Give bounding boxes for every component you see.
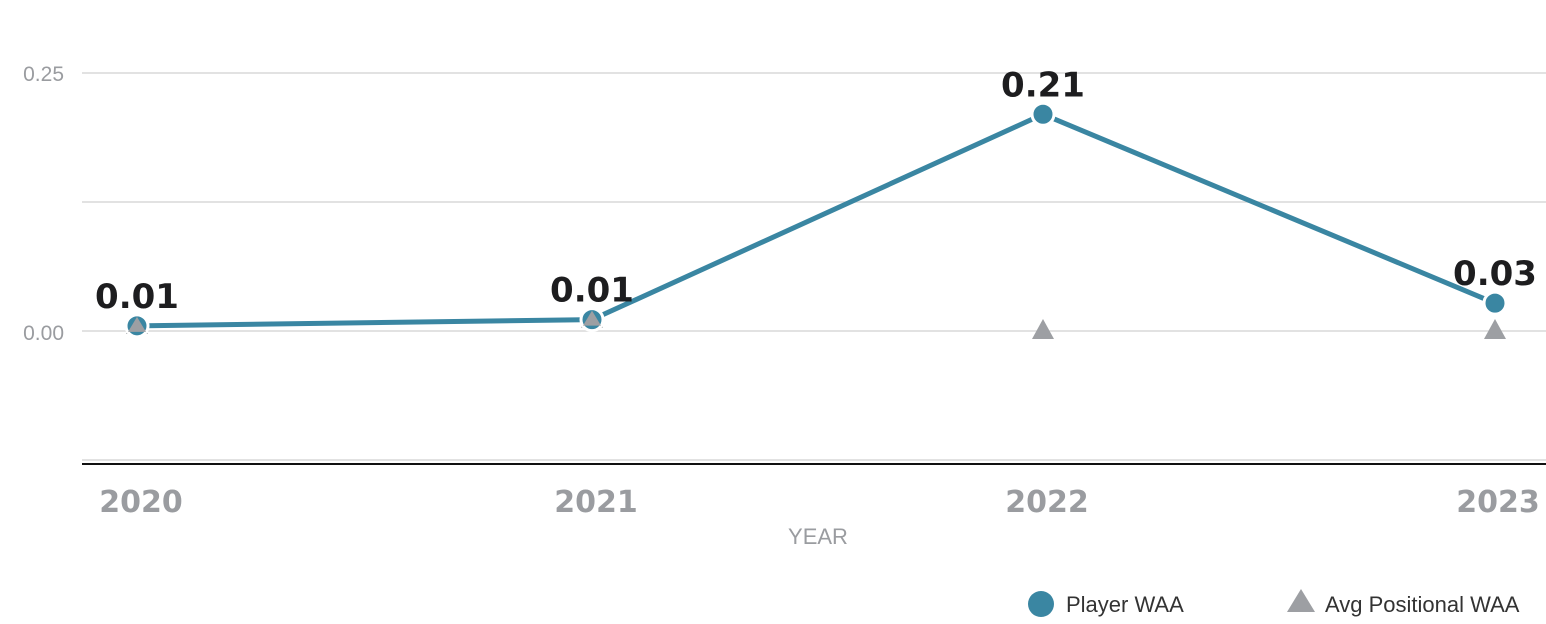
avg-positional-waa-marker [1484,319,1506,339]
x-tick-label: 2021 [554,485,638,520]
legend-item-avg-positional-waa[interactable]: Avg Positional WAA [1287,589,1520,617]
legend-circle-marker [1028,591,1054,617]
x-axis-title: YEAR [788,524,848,549]
avg-positional-waa-marker [583,310,601,326]
y-axis: 0.25 0.00 [23,63,64,345]
series-layer: 0.01 0.01 0.21 0.03 [95,65,1537,339]
legend: Player WAA Avg Positional WAA [1028,589,1520,617]
data-label: 0.01 [550,271,634,311]
y-tick-label: 0.00 [23,322,64,345]
avg-positional-waa-marker [1032,319,1054,339]
x-axis: 2020 2021 2022 2023 YEAR [99,485,1540,549]
data-label: 0.21 [1001,65,1085,105]
x-tick-label: 2022 [1005,485,1089,520]
data-label: 0.01 [95,277,179,317]
legend-label: Player WAA [1066,592,1184,617]
legend-label: Avg Positional WAA [1325,592,1520,617]
player-waa-marker [1030,101,1056,127]
y-tick-label: 0.25 [23,63,64,86]
data-label: 0.03 [1453,254,1537,294]
x-tick-label: 2020 [99,485,183,520]
grid-lines [82,72,1546,332]
legend-triangle-marker [1287,589,1315,612]
avg-positional-waa-marker [128,316,146,332]
player-waa-marker [1482,290,1508,316]
x-tick-label: 2023 [1456,485,1540,520]
legend-item-player-waa[interactable]: Player WAA [1028,591,1184,617]
player-waa-line [134,111,1498,329]
